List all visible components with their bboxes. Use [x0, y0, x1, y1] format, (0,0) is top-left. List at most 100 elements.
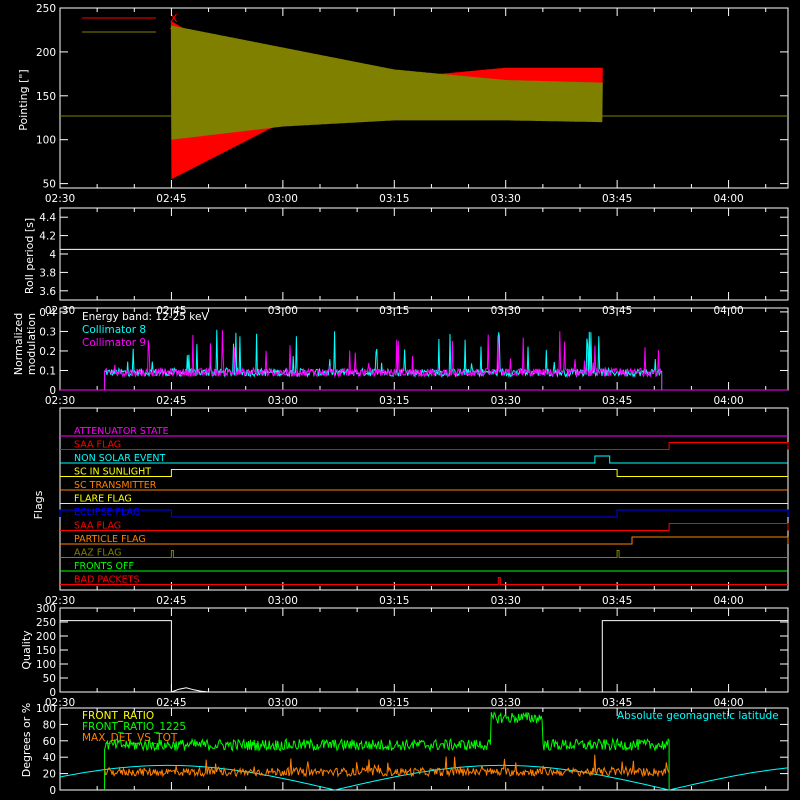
modulation-ytick-label: 0.4 [39, 307, 56, 319]
modulation-ylabel-line1: Normalized [12, 313, 25, 375]
pointing-ytick-label: 100 [36, 135, 56, 147]
quality-ylabel: Quality [20, 630, 33, 670]
flags-xtick-label: 03:00 [268, 595, 298, 607]
pointing-ytick-label: 200 [36, 47, 56, 59]
flag-label: NON SOLAR EVENT [74, 453, 165, 464]
collimator8-series [104, 329, 663, 390]
modulation-xtick-label: 04:00 [713, 395, 743, 407]
flags-xtick-label: 03:15 [379, 595, 409, 607]
flag-series [60, 550, 788, 558]
roll-ytick-label: 3.6 [39, 286, 56, 298]
flags-panel: Flags 02:30 02:45 03:00 03:15 03:30 03:45 04:0… [32, 407, 789, 607]
flag-label: ATTENUATOR STATE [74, 426, 169, 437]
legend-label-front-ratio-1225: FRONT_RATIO_1225 [82, 721, 186, 733]
flags-ylabel: Flags [32, 490, 45, 519]
pointing-xtick-label: 02:30 [45, 193, 75, 205]
quality-xtick-label: 02:45 [156, 697, 186, 709]
pointing-ytick-label: 50 [43, 179, 56, 191]
flags-frame [59, 407, 789, 591]
modulation-xtick-label: 03:45 [602, 395, 632, 407]
roll-ytick-label: 3.8 [39, 267, 56, 279]
flag-label: AAZ FLAG [74, 548, 121, 559]
pointing-xtick-label: 02:45 [156, 193, 186, 205]
legend-label-front-ratio: FRONT_RATIO [82, 710, 154, 722]
modulation-panel: Normalized modulation Energy band: 12-25… [12, 307, 789, 407]
modulation-ytick-label: 0.3 [39, 326, 56, 338]
quality-ytick-label: 250 [36, 617, 56, 629]
modulation-ylabel-line2: modulation [25, 313, 38, 375]
ratios-ytick-label: 100 [36, 703, 56, 715]
modulation-ytick-label: 0.2 [39, 346, 56, 358]
modulation-ytick-label: 0.1 [39, 365, 56, 377]
quality-panel: Quality 02:30 02:45 03:00 03:15 03:30 03:45 04… [20, 603, 789, 709]
flag-series [60, 523, 789, 531]
flag-label: SC IN SUNLIGHT [74, 467, 151, 478]
front-ratio-1225-series [104, 711, 670, 790]
modulation-xtick-label: 02:30 [45, 395, 75, 407]
flag-label: SAA FLAG [74, 521, 121, 532]
roll-ytick-label: 4.4 [39, 212, 56, 224]
pointing-frame [59, 7, 789, 189]
pointing-ylabel: Pointing ["] [17, 69, 30, 130]
quality-ytick-label: 0 [49, 687, 56, 699]
modulation-xtick-label: 03:30 [491, 395, 521, 407]
ratios-ytick-label: 40 [43, 752, 56, 764]
ratios-ytick-label: 0 [49, 785, 56, 797]
pointing-xtick-label: 03:30 [491, 193, 521, 205]
pointing-panel: Pointing ["] X Y 02:30 02:45 03:00 03:15 03:… [17, 3, 789, 205]
flag-label: SAA FLAG [74, 440, 121, 451]
flag-series [60, 455, 788, 464]
quality-ytick-label: 300 [36, 603, 56, 615]
ratios-ytick-label: 20 [43, 769, 56, 781]
quality-xtick-label: 03:30 [491, 697, 521, 709]
max-det-vs-tot-series [104, 754, 670, 778]
quality-xtick-label: 03:00 [268, 697, 298, 709]
flag-label: FLARE FLAG [74, 494, 132, 505]
flag-label: BAD PACKETS [74, 575, 140, 586]
pointing-series-y [170, 25, 603, 140]
quality-xtick-label: 02:30 [45, 697, 75, 709]
roll-ylabel: Roll period [s] [23, 218, 36, 294]
flag-label: FRONTS OFF [74, 561, 134, 572]
flag-label: SC TRANSMITTER [74, 480, 157, 491]
quality-ytick-label: 150 [36, 645, 56, 657]
pointing-ytick-label: 250 [36, 3, 56, 15]
quality-series [60, 620, 788, 693]
quality-xtick-label: 03:15 [379, 697, 409, 709]
flag-series [60, 469, 788, 477]
quality-ytick-label: 200 [36, 631, 56, 643]
quality-ytick-label: 50 [43, 673, 56, 685]
geomag-series [59, 764, 789, 791]
ratios-ylabel: Degrees or % [20, 703, 33, 777]
flags-xtick-label: 04:00 [713, 595, 743, 607]
modulation-xtick-label: 03:15 [379, 395, 409, 407]
legend-label-collimator9: Collimator 9 [82, 337, 146, 349]
quality-xtick-label: 04:00 [713, 697, 743, 709]
flags-xtick-label: 03:45 [602, 595, 632, 607]
ratios-frame [59, 707, 789, 791]
legend-label-max-det-vs-tot: MAX_DET_VS_TOT [82, 732, 178, 744]
energy-band-annotation: Energy band: 12-25 keV [82, 311, 209, 323]
flag-label: ECLIPSE FLAG [74, 507, 140, 518]
pointing-xtick-label: 03:45 [602, 193, 632, 205]
flag-series [60, 442, 789, 450]
pointing-ytick-label: 150 [36, 91, 56, 103]
quality-ytick-label: 100 [36, 659, 56, 671]
roll-ytick-label: 4.2 [39, 231, 56, 243]
flags-xtick-label: 03:30 [491, 595, 521, 607]
ratios-ytick-label: 60 [43, 736, 56, 748]
quality-xtick-label: 03:45 [602, 697, 632, 709]
pointing-xtick-label: 04:00 [713, 193, 743, 205]
ratios-ytick-label: 80 [43, 719, 56, 731]
pointing-xtick-label: 03:15 [379, 193, 409, 205]
ratios-panel: Degrees or % FRONT_RATIO FRONT_RATIO_122… [20, 703, 789, 797]
roll-ytick-label: 4 [49, 249, 56, 261]
flag-series [59, 509, 789, 518]
modulation-ytick-label: 0 [49, 385, 56, 397]
legend-label-x: X [170, 12, 178, 25]
flag-label: PARTICLE FLAG [74, 534, 146, 545]
flags-xtick-label: 02:45 [156, 595, 186, 607]
flags-xtick-label: 02:30 [45, 595, 75, 607]
flag-series [60, 536, 789, 545]
modulation-xtick-label: 02:45 [156, 395, 186, 407]
